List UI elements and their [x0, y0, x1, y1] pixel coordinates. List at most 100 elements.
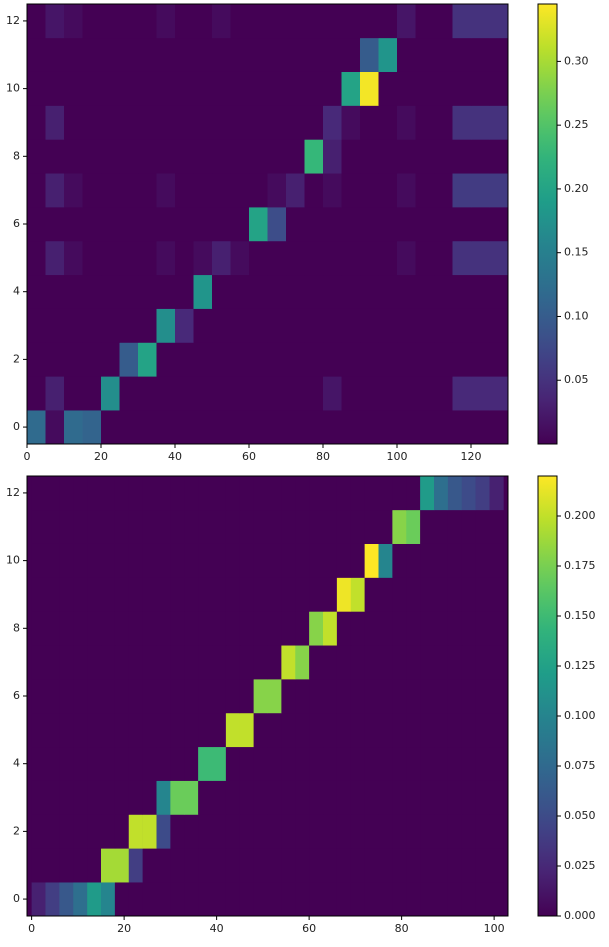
heatmap-cell: [415, 207, 435, 242]
heatmap-cell: [452, 410, 472, 445]
heatmap-cell: [336, 577, 352, 612]
heatmap-cell: [101, 376, 120, 411]
heatmap-cell: [119, 342, 139, 377]
heatmap-cell: [212, 577, 227, 612]
heatmap-cell: [364, 882, 379, 917]
heatmap-cell: [471, 173, 490, 208]
heatmap-cell: [309, 577, 324, 612]
heatmap-cell: [212, 679, 227, 714]
heatmap-cell: [309, 509, 324, 544]
x-tick-label: 60: [242, 450, 256, 463]
heatmap-cell: [225, 611, 241, 646]
heatmap-cell: [212, 712, 227, 748]
heatmap-cell: [64, 173, 83, 208]
heatmap-cell: [281, 780, 296, 815]
heatmap-cell: [128, 577, 143, 612]
heatmap-cell: [156, 139, 176, 174]
heatmap-cell: [392, 476, 407, 511]
heatmap-cell: [45, 848, 60, 883]
heatmap-cell: [341, 71, 361, 106]
heatmap-cell: [225, 814, 241, 849]
heatmap-cell: [59, 814, 74, 849]
heatmap-cell: [447, 509, 463, 544]
heatmap-cell: [87, 848, 102, 883]
heatmap-cell: [267, 105, 287, 140]
heatmap-cell: [225, 848, 241, 883]
heatmap-cell: [114, 645, 130, 680]
heatmap-cell: [406, 712, 421, 748]
colorbar-tick-label: 0.175: [564, 559, 596, 572]
heatmap-cell: [156, 746, 171, 781]
heatmap-cell: [475, 509, 490, 544]
y-tick-label: 0: [13, 892, 20, 905]
colorbar-tick-label: 0.125: [564, 659, 596, 672]
heatmap-cell: [323, 105, 342, 140]
heatmap-cell: [420, 780, 435, 815]
heatmap-cell: [309, 476, 324, 511]
heatmap-cell: [73, 577, 88, 612]
heatmap-cell: [138, 4, 157, 39]
heatmap-cell: [406, 543, 421, 578]
heatmap-cell: [142, 543, 157, 578]
heatmap-cell: [170, 746, 185, 781]
heatmap-cell: [406, 645, 421, 680]
heatmap-cell: [193, 37, 213, 72]
heatmap-cell: [295, 611, 310, 646]
heatmap-cell: [378, 139, 398, 174]
heatmap-cell: [415, 308, 435, 343]
heatmap-cell: [170, 543, 185, 578]
heatmap-cell: [101, 611, 116, 646]
x-tick-label: 40: [168, 450, 182, 463]
heatmap-cell: [452, 71, 472, 106]
heatmap-cell: [452, 105, 472, 140]
heatmap-cell: [138, 207, 157, 242]
heatmap-cell: [475, 645, 490, 680]
y-tick-label: 4: [13, 285, 20, 298]
heatmap-cell: [447, 780, 463, 815]
heatmap-cell: [489, 882, 504, 917]
heatmap-cell: [59, 611, 74, 646]
heatmap-cell: [59, 746, 74, 781]
heatmap-cell: [64, 274, 83, 309]
heatmap-cell: [447, 645, 463, 680]
heatmap-cell: [336, 509, 352, 544]
heatmap-cell: [156, 645, 171, 680]
heatmap-cell: [59, 679, 74, 714]
heatmap-cell: [31, 848, 46, 883]
heatmap-cell: [295, 780, 310, 815]
heatmap-cell: [170, 611, 185, 646]
heatmap-cell: [212, 342, 231, 377]
heatmap-cell: [397, 105, 416, 140]
heatmap-cell: [175, 105, 194, 140]
heatmap-cell: [253, 509, 268, 544]
heatmap-cell: [142, 780, 157, 815]
heatmap-cell: [184, 848, 199, 883]
heatmap-cell: [198, 814, 213, 849]
heatmap-cell: [336, 882, 352, 917]
heatmap-cell: [142, 814, 157, 849]
heatmap-cell: [114, 882, 130, 917]
heatmap-cell: [156, 173, 176, 208]
heatmap-cell: [239, 543, 254, 578]
heatmap-cell: [360, 376, 379, 411]
heatmap-cell: [175, 37, 194, 72]
heatmap-cell: [212, 476, 227, 511]
heatmap-cell: [360, 105, 379, 140]
heatmap-cell: [128, 712, 143, 748]
heatmap-cell: [447, 476, 463, 511]
heatmap-cell: [175, 240, 194, 276]
heatmap-cell: [341, 410, 361, 445]
heatmap-cell: [64, 105, 83, 140]
x-tick-label: 100: [387, 450, 408, 463]
heatmap-cell: [281, 746, 296, 781]
heatmap-cell: [119, 376, 139, 411]
heatmap-cell: [378, 342, 398, 377]
heatmap-cell: [323, 543, 338, 578]
colorbar-tick-label: 0.075: [564, 759, 596, 772]
heatmap-cell: [101, 308, 120, 343]
heatmap-cell: [82, 207, 102, 242]
heatmap-cell: [193, 4, 213, 39]
heatmap-cell: [82, 376, 102, 411]
heatmap-cell: [138, 240, 157, 276]
heatmap-cell: [175, 207, 194, 242]
